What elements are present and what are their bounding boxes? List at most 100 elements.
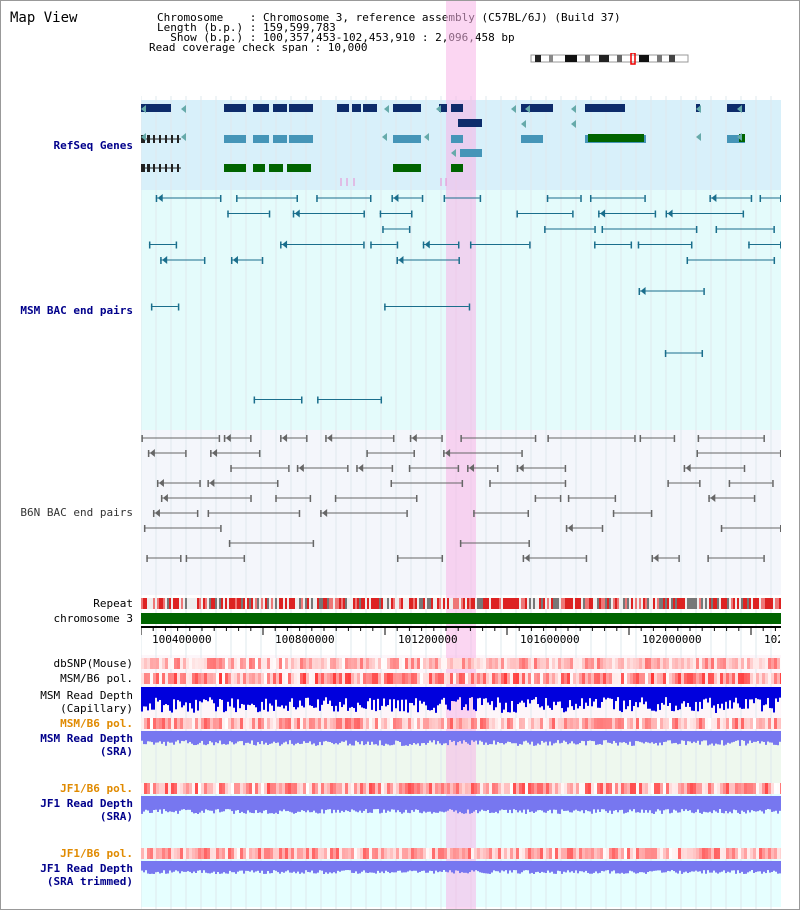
heat-cell: [291, 848, 294, 859]
jf1-b6-pol-heat-track[interactable]: [141, 783, 781, 794]
b6n-bac-label[interactable]: B6N BAC end pairs: [20, 506, 133, 519]
heat-cell: [444, 673, 447, 684]
repeat-element: [759, 598, 761, 609]
depth-bar: [615, 796, 617, 810]
repeat-element: [399, 598, 401, 609]
depth-bar: [487, 861, 489, 874]
depth-bar: [381, 687, 383, 706]
depth-bar: [417, 687, 419, 713]
depth-bar: [511, 861, 513, 873]
msm-b6-pol-heat-track-2[interactable]: [141, 718, 781, 729]
depth-bar: [461, 731, 463, 744]
depth-bar: [279, 687, 281, 707]
heat-cell: [726, 673, 729, 684]
bac-arrow: [162, 494, 168, 502]
depth-bar: [179, 731, 181, 744]
chromosome-bar[interactable]: [141, 613, 781, 624]
heat-cell: [363, 718, 366, 729]
depth-bar: [285, 861, 287, 872]
refseq-genes-track[interactable]: [141, 100, 781, 190]
depth-bar: [493, 796, 495, 813]
depth-bar: [219, 861, 221, 874]
heat-cell: [696, 673, 699, 684]
jf1-read-depth-trimmed-track[interactable]: [141, 861, 781, 877]
heat-cell: [324, 848, 327, 859]
heat-cell: [564, 783, 567, 794]
heat-cell: [609, 783, 612, 794]
depth-bar: [269, 796, 271, 814]
heat-cell: [465, 848, 468, 859]
depth-bar: [557, 796, 559, 814]
repeat-element: [605, 598, 607, 609]
repeat-element: [423, 598, 425, 609]
msm-read-depth-sra-track[interactable]: [141, 731, 781, 749]
heat-cell: [738, 673, 741, 684]
depth-bar: [191, 861, 193, 874]
depth-bar: [309, 731, 311, 742]
depth-bar: [365, 687, 367, 709]
depth-bar: [351, 731, 353, 746]
bac-end: [160, 495, 163, 502]
dbsnp-heat-track[interactable]: [141, 658, 781, 669]
depth-bar: [755, 731, 757, 742]
depth-bar: [303, 731, 305, 742]
depth-bar: [627, 796, 629, 813]
heat-cell: [600, 718, 603, 729]
bac-end: [612, 510, 615, 517]
heat-cell: [264, 783, 267, 794]
heat-cell: [474, 673, 477, 684]
repeat-track[interactable]: [141, 598, 781, 609]
heat-cell: [615, 848, 618, 859]
depth-bar: [755, 796, 757, 812]
depth-bar: [323, 731, 325, 742]
depth-bar: [247, 796, 249, 811]
repeat-element: [465, 598, 467, 609]
refseq-genes-label[interactable]: RefSeq Genes: [53, 139, 133, 152]
depth-bar: [591, 687, 593, 707]
depth-bar: [211, 796, 213, 811]
depth-bar: [571, 731, 573, 742]
heat-cell: [549, 673, 552, 684]
heat-cell: [594, 848, 597, 859]
repeat-element: [457, 598, 459, 609]
depth-bar: [453, 731, 455, 741]
depth-bar: [435, 861, 437, 871]
depth-bar: [711, 687, 713, 708]
depth-bar: [617, 861, 619, 874]
depth-bar: [157, 796, 159, 812]
heat-cell: [552, 783, 555, 794]
heat-cell: [213, 848, 216, 859]
depth-bar: [513, 861, 515, 871]
b6n-bac-track[interactable]: [141, 430, 781, 595]
bac-end: [408, 226, 411, 233]
heat-cell: [594, 783, 597, 794]
depth-bar: [339, 687, 341, 702]
heat-cell: [681, 783, 684, 794]
jf1-b6-pol-heat-track-2[interactable]: [141, 848, 781, 859]
heat-cell: [297, 718, 300, 729]
depth-bar: [579, 796, 581, 812]
heat-cell: [630, 718, 633, 729]
depth-bar: [257, 796, 259, 813]
depth-bar: [169, 796, 171, 812]
heat-cell: [234, 783, 237, 794]
depth-bar: [507, 861, 509, 874]
heat-cell: [510, 848, 513, 859]
depth-bar: [405, 861, 407, 873]
heat-cell: [750, 848, 753, 859]
heat-cell: [630, 658, 633, 669]
heat-cell: [570, 673, 573, 684]
msm-bac-label[interactable]: MSM BAC end pairs: [20, 304, 133, 317]
msm-read-depth-capillary-track[interactable]: [141, 687, 781, 715]
heat-cell: [516, 718, 519, 729]
msm-b6-pol-heat-track[interactable]: [141, 673, 781, 684]
msm-bac-track[interactable]: [141, 190, 781, 430]
depth-bar: [317, 796, 319, 814]
jf1-read-depth-sra-track[interactable]: [141, 796, 781, 816]
chromosome-ideogram[interactable]: [529, 53, 691, 65]
heat-cell: [420, 718, 423, 729]
depth-bar: [749, 796, 751, 813]
heat-cell: [624, 718, 627, 729]
heat-cell: [237, 783, 240, 794]
depth-bar: [449, 796, 451, 810]
